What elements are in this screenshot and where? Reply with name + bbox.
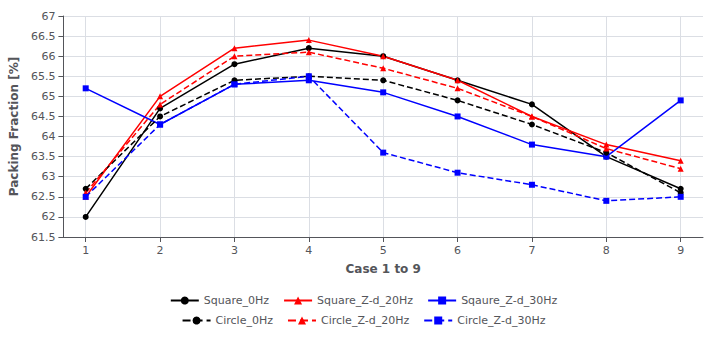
- svg-text:62.5: 62.5: [31, 190, 56, 203]
- svg-text:9: 9: [677, 244, 684, 257]
- svg-text:63.5: 63.5: [31, 150, 56, 163]
- svg-text:66.5: 66.5: [31, 30, 56, 43]
- svg-text:Circle_Z-d_20Hz: Circle_Z-d_20Hz: [321, 314, 409, 327]
- svg-text:5: 5: [380, 244, 387, 257]
- svg-text:8: 8: [603, 244, 610, 257]
- svg-text:61.5: 61.5: [31, 231, 56, 244]
- svg-text:Square_Z-d_20Hz: Square_Z-d_20Hz: [317, 294, 413, 307]
- svg-text:2: 2: [157, 244, 164, 257]
- svg-text:7: 7: [528, 244, 535, 257]
- svg-text:6: 6: [454, 244, 461, 257]
- svg-text:Circle_0Hz: Circle_0Hz: [216, 314, 274, 327]
- svg-text:65: 65: [41, 90, 55, 103]
- svg-text:64: 64: [41, 130, 55, 143]
- svg-text:Packing Fraction [%]: Packing Fraction [%]: [7, 57, 21, 196]
- svg-text:4: 4: [305, 244, 312, 257]
- svg-text:Sqaure_Z-d_30Hz: Sqaure_Z-d_30Hz: [461, 294, 557, 307]
- svg-text:3: 3: [231, 244, 238, 257]
- svg-text:64.5: 64.5: [31, 110, 56, 123]
- svg-text:Square_0Hz: Square_0Hz: [204, 294, 269, 307]
- svg-text:66: 66: [41, 50, 55, 63]
- svg-text:Case 1 to 9: Case 1 to 9: [345, 262, 420, 276]
- svg-text:63: 63: [41, 170, 55, 183]
- svg-text:1: 1: [82, 244, 89, 257]
- svg-text:65.5: 65.5: [31, 70, 56, 83]
- svg-text:67: 67: [41, 10, 55, 23]
- svg-text:Circle_Z-d_30Hz: Circle_Z-d_30Hz: [457, 314, 545, 327]
- svg-text:62: 62: [41, 210, 55, 223]
